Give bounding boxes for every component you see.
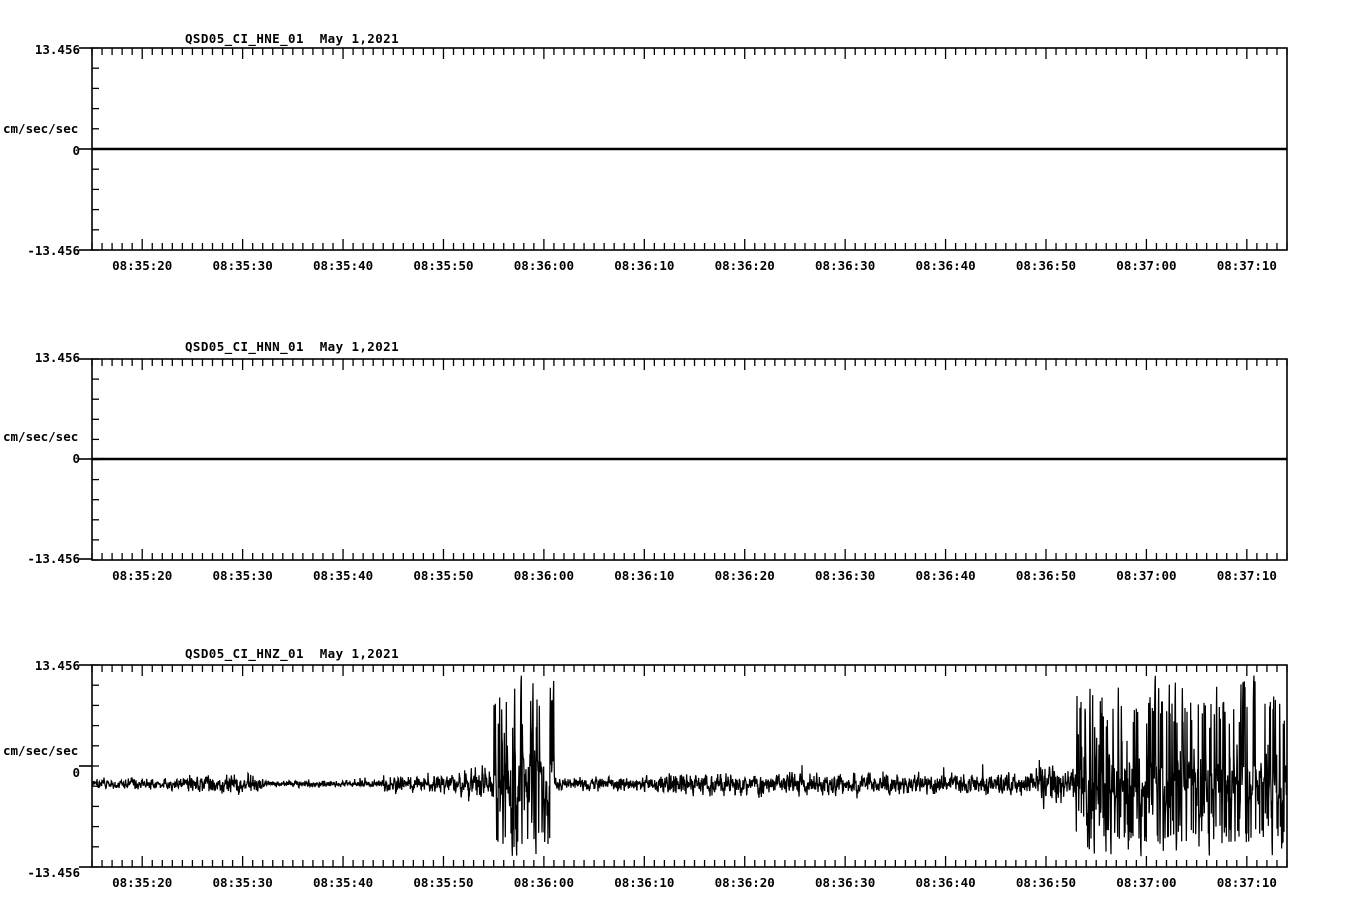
y-tick-zero-hne: 0: [72, 143, 80, 158]
y-axis-units-hnn: cm/sec/sec: [3, 429, 79, 444]
x-tick-label: 08:37:00: [1116, 875, 1177, 890]
x-tick-label: 08:36:50: [1015, 875, 1077, 890]
y-tick-min-hnn: -13.456: [27, 551, 80, 566]
seismogram-panel-hnn: QSD05_CI_HNN_01 May 1,2021 cm/sec/sec 13…: [0, 308, 1358, 608]
y-tick-max-hnn: 13.456: [34, 350, 80, 365]
x-tick-label: 08:37:10: [1216, 875, 1277, 890]
x-tick-label: 08:35:20: [112, 875, 173, 890]
seismogram-panel-hnz: QSD05_CI_HNZ_01 May 1,2021 cm/sec/sec 13…: [0, 615, 1358, 924]
x-tick-label: 08:37:10: [1216, 568, 1277, 583]
x-tick-label: 08:35:30: [212, 568, 273, 583]
x-tick-label: 08:36:20: [714, 568, 775, 583]
panel-title-hnz: QSD05_CI_HNZ_01 May 1,2021: [185, 646, 399, 661]
y-tick-zero-hnz: 0: [72, 765, 80, 780]
x-tick-label: 08:36:00: [513, 875, 574, 890]
plot-frame-hnz: [79, 664, 1288, 868]
x-tick-label: 08:36:00: [513, 258, 574, 273]
x-tick-label: 08:36:40: [915, 258, 976, 273]
waveform-trace-hnz: [91, 675, 1288, 857]
y-tick-zero-hnn: 0: [72, 451, 80, 466]
y-tick-max-hnz: 13.456: [34, 658, 80, 673]
plot-frame-hnn: [79, 358, 1288, 561]
x-tick-label: 08:35:50: [413, 258, 474, 273]
x-tick-label: 08:36:20: [714, 875, 775, 890]
y-axis-units-hne: cm/sec/sec: [3, 121, 79, 136]
x-tick-label: 08:36:40: [915, 568, 976, 583]
x-tick-label: 08:36:20: [714, 258, 775, 273]
panel-title-hnn: QSD05_CI_HNN_01 May 1,2021: [185, 339, 399, 354]
seismogram-panel-hne: QSD05_CI_HNE_01 May 1,2021 cm/sec/sec 13…: [0, 0, 1358, 300]
x-tick-label: 08:35:30: [212, 258, 273, 273]
x-tick-label: 08:35:40: [312, 568, 374, 583]
y-axis-units-hnz: cm/sec/sec: [3, 743, 79, 758]
y-tick-min-hne: -13.456: [27, 243, 80, 258]
x-tick-label: 08:36:50: [1015, 568, 1077, 583]
x-tick-label: 08:36:10: [614, 258, 675, 273]
x-tick-label: 08:37:00: [1116, 258, 1177, 273]
x-tick-label: 08:36:30: [815, 875, 876, 890]
panel-title-hne: QSD05_CI_HNE_01 May 1,2021: [185, 31, 399, 46]
x-tick-label: 08:35:20: [112, 258, 173, 273]
x-tick-label: 08:36:10: [614, 875, 675, 890]
x-tick-label: 08:35:50: [413, 568, 474, 583]
x-tick-label: 08:36:00: [513, 568, 574, 583]
x-tick-label: 08:36:10: [614, 568, 675, 583]
x-tick-label: 08:35:40: [312, 258, 374, 273]
x-tick-label: 08:36:30: [815, 258, 876, 273]
x-tick-label: 08:35:40: [312, 875, 374, 890]
x-tick-label: 08:37:10: [1216, 258, 1277, 273]
x-tick-label: 08:36:50: [1015, 258, 1077, 273]
x-tick-label: 08:36:40: [915, 875, 976, 890]
x-tick-label: 08:36:30: [815, 568, 876, 583]
y-tick-max-hne: 13.456: [34, 42, 80, 57]
plot-frame-hne: [79, 47, 1288, 251]
y-tick-min-hnz: -13.456: [27, 865, 80, 880]
x-tick-label: 08:35:30: [212, 875, 273, 890]
x-tick-label: 08:37:00: [1116, 568, 1177, 583]
x-tick-label: 08:35:50: [413, 875, 474, 890]
x-tick-label: 08:35:20: [112, 568, 173, 583]
